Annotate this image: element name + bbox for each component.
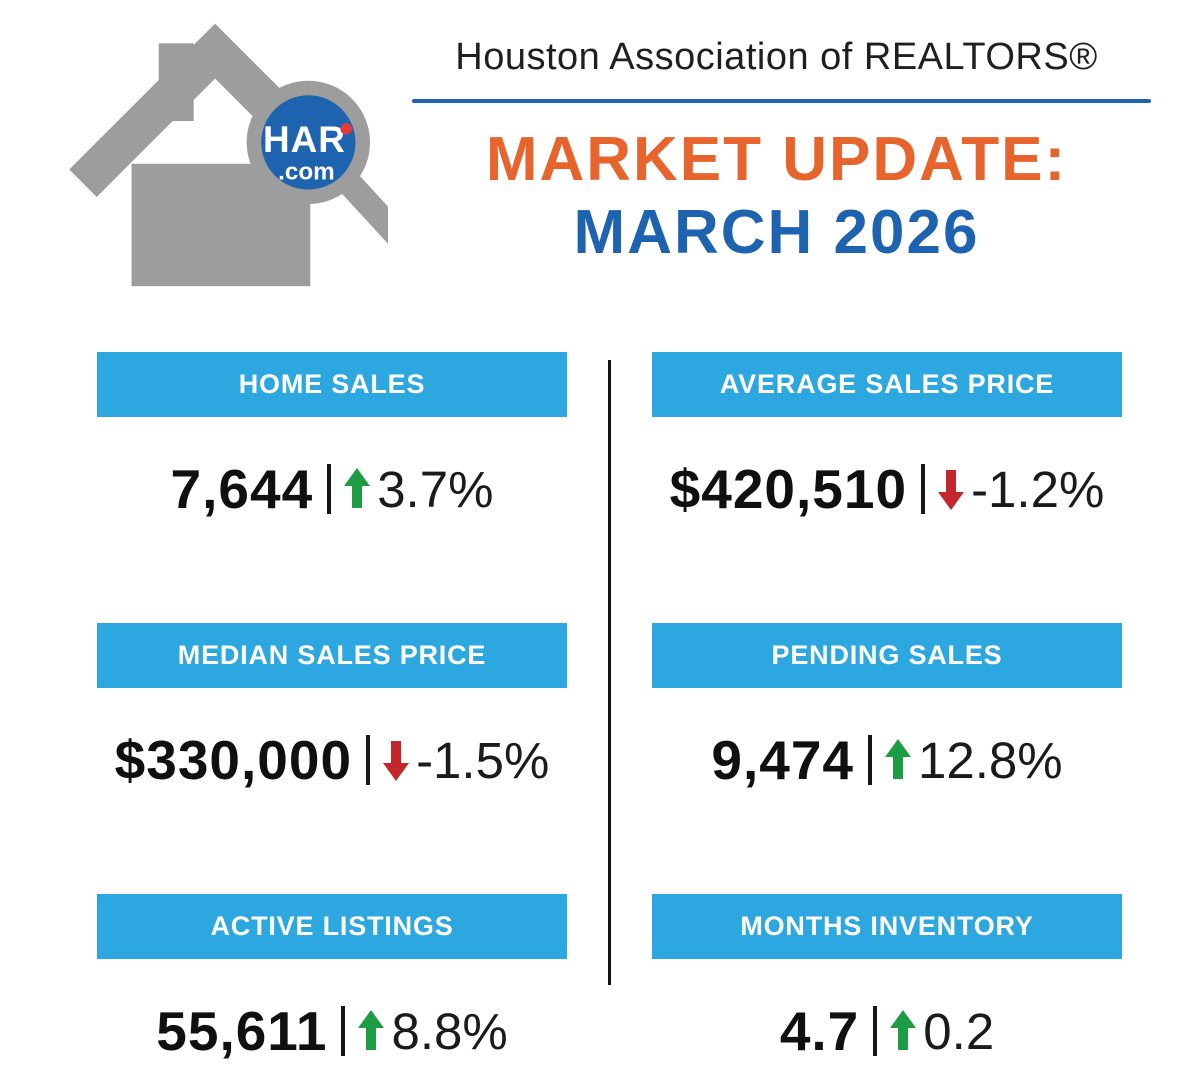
metric-value: 4.7 — [779, 1000, 860, 1062]
metric-value: 9,474 — [711, 729, 855, 791]
card-title: HOME SALES — [238, 369, 426, 399]
average-sales-price-value-row: $420,510 -1.2% — [652, 457, 1122, 521]
average-sales-price-header: AVERAGE SALES PRICE — [652, 352, 1122, 417]
metric-change: 0.2 — [923, 1002, 995, 1060]
logo-har-text: HAR — [263, 119, 346, 160]
har-logo-graphic: HAR .com — [69, 23, 388, 287]
value-divider — [341, 1006, 346, 1056]
metric-change: -1.2% — [971, 460, 1105, 518]
home-sales-value-row: 7,644 3.7% — [97, 457, 567, 521]
org-title: Houston Association of REALTORS® — [455, 36, 1098, 78]
market-update-title: MARKET UPDATE: — [485, 125, 1068, 194]
metric-change: 3.7% — [377, 460, 494, 518]
card-title: MONTHS INVENTORY — [740, 911, 1034, 941]
header: HAR .com Houston Association of REALTORS… — [0, 0, 1185, 292]
report-month-title: MARCH 2026 — [573, 198, 980, 268]
metric-value: 55,611 — [156, 1000, 328, 1062]
trend-arrow-icon — [938, 468, 965, 510]
months-inventory-header: MONTHS INVENTORY — [652, 894, 1122, 959]
trend-arrow-icon — [383, 739, 410, 781]
card-title: MEDIAN SALES PRICE — [177, 640, 487, 670]
value-divider — [327, 464, 332, 514]
home-sales-header: HOME SALES — [97, 352, 567, 417]
metric-value: $330,000 — [114, 729, 353, 791]
pending-sales-header: PENDING SALES — [652, 623, 1122, 688]
header-divider — [412, 99, 1151, 103]
stats-grid: HOME SALES 7,644 3.7% AVERAGE SALES PRIC… — [97, 352, 1122, 1063]
magnifier-icon: HAR .com — [246, 80, 388, 244]
active-listings-header: ACTIVE LISTINGS — [97, 894, 567, 959]
months-inventory-value-row: 4.7 0.2 — [652, 999, 1122, 1063]
months-inventory-card: MONTHS INVENTORY 4.7 0.2 — [652, 894, 1122, 1063]
logo-red-dot — [340, 122, 353, 135]
median-sales-price-header: MEDIAN SALES PRICE — [97, 623, 567, 688]
value-divider — [366, 735, 371, 785]
pending-sales-value-row: 9,474 12.8% — [652, 728, 1122, 792]
metric-change: 12.8% — [918, 731, 1063, 789]
value-divider — [868, 735, 873, 785]
value-divider — [921, 464, 926, 514]
card-title: ACTIVE LISTINGS — [210, 911, 454, 941]
logo-com-text: .com — [278, 158, 335, 185]
trend-arrow-icon — [358, 1010, 385, 1052]
home-sales-card: HOME SALES 7,644 3.7% — [97, 352, 567, 521]
metric-value: 7,644 — [170, 458, 314, 520]
active-listings-card: ACTIVE LISTINGS 55,611 8.8% — [97, 894, 567, 1063]
metric-change: 8.8% — [391, 1002, 508, 1060]
metric-value: $420,510 — [669, 458, 908, 520]
header-text-block: Houston Association of REALTORS® MARKET … — [396, 20, 1157, 265]
median-sales-price-value-row: $330,000 -1.5% — [97, 728, 567, 792]
trend-arrow-icon — [890, 1010, 917, 1052]
metric-change: -1.5% — [416, 731, 550, 789]
median-sales-price-card: MEDIAN SALES PRICE $330,000 -1.5% — [97, 623, 567, 792]
card-title: AVERAGE SALES PRICE — [719, 369, 1055, 399]
vertical-divider — [607, 360, 611, 985]
har-logo: HAR .com — [48, 20, 396, 292]
card-title: PENDING SALES — [771, 640, 1003, 670]
trend-arrow-icon — [885, 739, 912, 781]
average-sales-price-card: AVERAGE SALES PRICE $420,510 -1.2% — [652, 352, 1122, 521]
value-divider — [873, 1006, 878, 1056]
active-listings-value-row: 55,611 8.8% — [97, 999, 567, 1063]
trend-arrow-icon — [344, 468, 371, 510]
pending-sales-card: PENDING SALES 9,474 12.8% — [652, 623, 1122, 792]
